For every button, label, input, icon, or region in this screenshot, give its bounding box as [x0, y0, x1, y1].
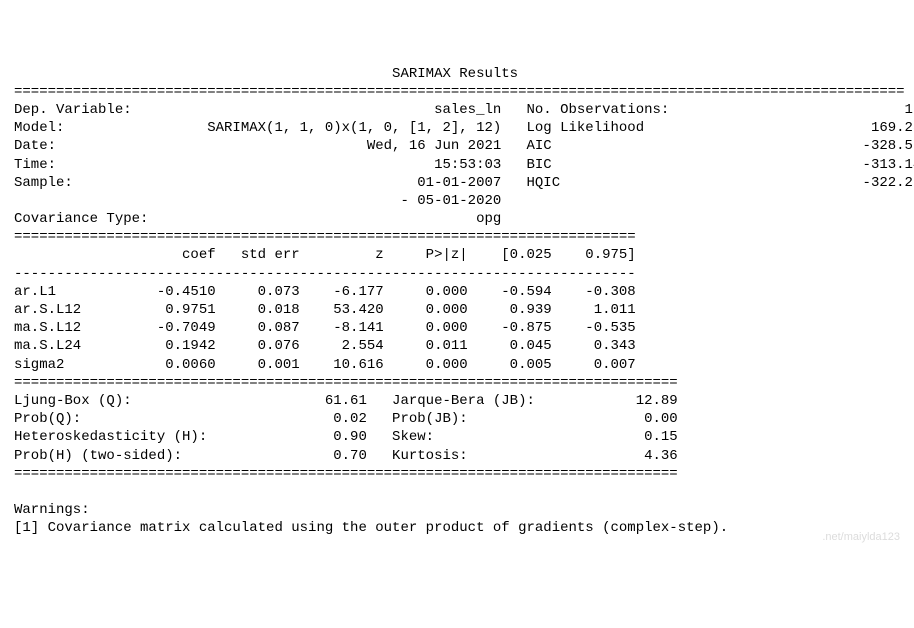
- watermark-text: .net/maiylda123: [822, 530, 900, 544]
- sarimax-results-text: SARIMAX Results ========================…: [14, 65, 900, 538]
